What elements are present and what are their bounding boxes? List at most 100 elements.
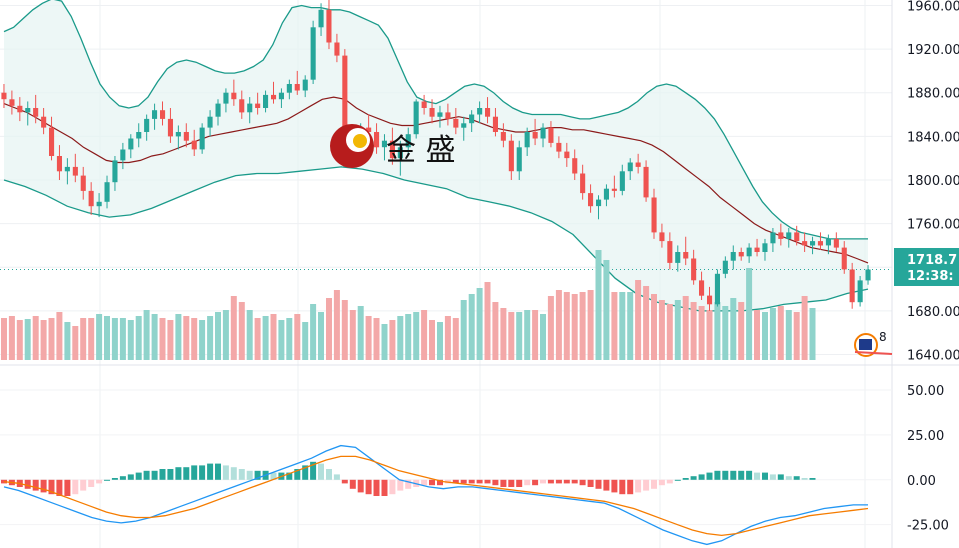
candle[interactable] <box>691 249 697 285</box>
candle[interactable] <box>564 142 570 167</box>
candle[interactable] <box>88 182 94 215</box>
candle[interactable] <box>271 81 277 104</box>
candle[interactable] <box>738 247 744 261</box>
events-badge[interactable]: 8 <box>854 330 893 357</box>
candle[interactable] <box>207 110 213 137</box>
candle[interactable] <box>120 142 126 170</box>
candle[interactable] <box>500 123 506 148</box>
candle[interactable] <box>223 88 229 113</box>
candle[interactable] <box>762 238 768 261</box>
candle[interactable] <box>429 99 435 124</box>
candle[interactable] <box>25 101 31 126</box>
candle[interactable] <box>294 70 300 95</box>
candle[interactable] <box>374 123 380 154</box>
candle[interactable] <box>643 160 649 202</box>
candle[interactable] <box>786 228 792 248</box>
candle[interactable] <box>1 84 7 108</box>
candle[interactable] <box>699 271 705 300</box>
candle[interactable] <box>96 193 102 218</box>
candle[interactable] <box>714 269 720 307</box>
candle[interactable] <box>603 184 609 207</box>
candle[interactable] <box>41 108 47 135</box>
candle[interactable] <box>326 0 332 50</box>
candle[interactable] <box>556 136 562 159</box>
candle[interactable] <box>802 232 808 252</box>
candle[interactable] <box>580 164 586 200</box>
candle[interactable] <box>160 101 166 126</box>
candle[interactable] <box>667 232 673 270</box>
candle[interactable] <box>659 223 665 248</box>
candle[interactable] <box>175 125 181 150</box>
candle[interactable] <box>588 184 594 213</box>
candle[interactable] <box>707 286 713 311</box>
candle[interactable] <box>477 101 483 124</box>
candle[interactable] <box>794 225 800 246</box>
candle[interactable] <box>215 99 221 126</box>
candle[interactable] <box>461 116 467 141</box>
candle[interactable] <box>445 103 451 126</box>
candle[interactable] <box>778 223 784 246</box>
candle[interactable] <box>770 228 776 252</box>
candle[interactable] <box>469 110 475 132</box>
candle[interactable] <box>255 92 261 115</box>
candle[interactable] <box>72 153 78 183</box>
price-axis[interactable]: 1960.00 1920.00 1880.00 1840.00 1800.00 1760.… <box>907 0 959 534</box>
candle[interactable] <box>397 140 403 176</box>
candle[interactable] <box>49 116 55 161</box>
candle[interactable] <box>144 114 150 141</box>
candle[interactable] <box>152 103 158 130</box>
candle[interactable] <box>278 88 284 108</box>
candle[interactable] <box>548 121 554 148</box>
candle[interactable] <box>247 97 253 124</box>
candle[interactable] <box>64 158 70 185</box>
candle[interactable] <box>199 123 205 154</box>
candle[interactable] <box>572 149 578 180</box>
candle[interactable] <box>865 265 871 285</box>
candle[interactable] <box>492 108 498 137</box>
candle[interactable] <box>532 118 538 146</box>
candle[interactable] <box>754 238 760 257</box>
candle[interactable] <box>263 90 269 113</box>
candle[interactable] <box>318 3 324 36</box>
candle[interactable] <box>56 145 62 180</box>
candle[interactable] <box>405 127 411 154</box>
candle[interactable] <box>413 99 419 139</box>
candle[interactable] <box>310 20 316 84</box>
candle[interactable] <box>136 123 142 148</box>
candle[interactable] <box>651 188 657 239</box>
last-price-tag[interactable]: 1718.7 12:38: <box>894 248 959 286</box>
candle[interactable] <box>540 123 546 148</box>
candle[interactable] <box>33 94 39 124</box>
candle[interactable] <box>191 129 197 156</box>
candle[interactable] <box>167 108 173 143</box>
candle[interactable] <box>722 256 728 279</box>
candle[interactable] <box>683 236 689 266</box>
candle[interactable] <box>810 236 816 255</box>
candle[interactable] <box>516 140 522 180</box>
candle[interactable] <box>389 127 395 165</box>
candle[interactable] <box>239 90 245 119</box>
candle[interactable] <box>635 153 641 174</box>
candle[interactable] <box>611 175 617 198</box>
candle[interactable] <box>746 243 752 263</box>
candle[interactable] <box>104 175 110 209</box>
candle[interactable] <box>17 97 23 122</box>
candle[interactable] <box>453 108 459 135</box>
candle[interactable] <box>421 94 427 115</box>
candle[interactable] <box>286 79 292 100</box>
candle[interactable] <box>841 241 847 274</box>
candle[interactable] <box>596 195 602 220</box>
candle[interactable] <box>675 245 681 272</box>
candle[interactable] <box>485 97 491 124</box>
candle[interactable] <box>508 134 514 180</box>
candle[interactable] <box>302 75 308 98</box>
candle[interactable] <box>231 79 237 106</box>
candle[interactable] <box>730 245 736 270</box>
candle[interactable] <box>9 90 15 115</box>
candle[interactable] <box>381 134 387 161</box>
candle[interactable] <box>112 156 118 191</box>
candle[interactable] <box>833 232 839 252</box>
candle[interactable] <box>437 105 443 128</box>
candle[interactable] <box>817 232 823 250</box>
